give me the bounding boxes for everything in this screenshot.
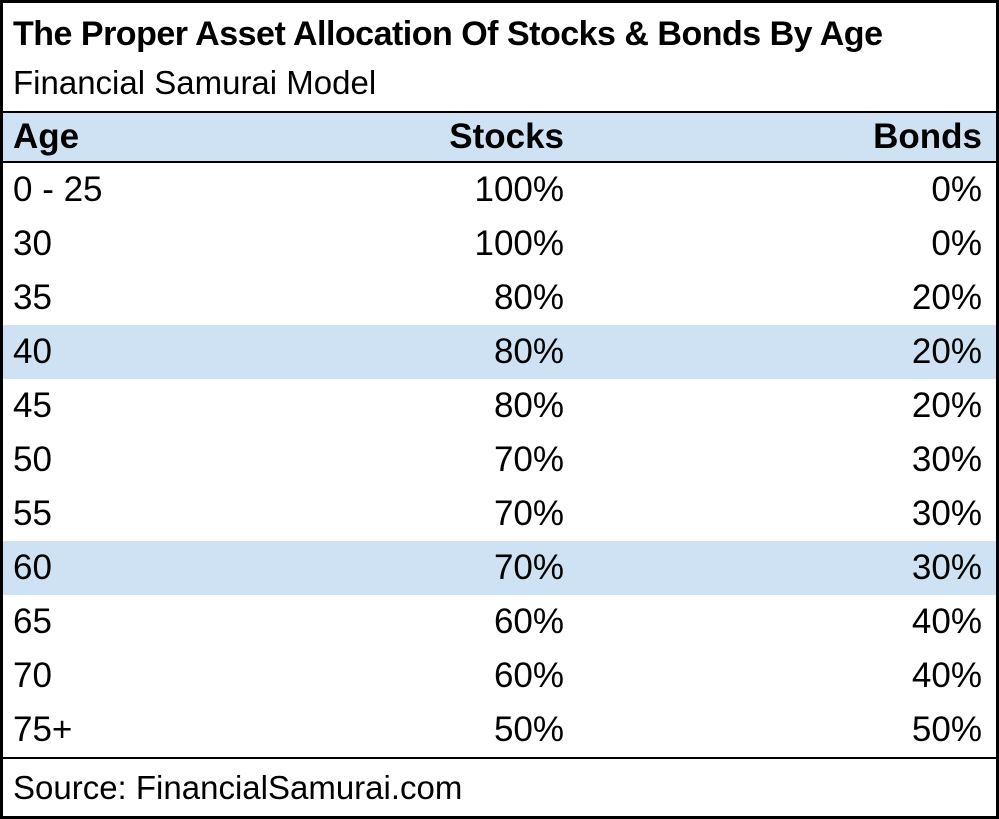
column-header-bonds: Bonds	[873, 117, 982, 156]
table-row: 75+ 50% 50%	[3, 703, 996, 757]
age-cell: 30	[13, 224, 52, 263]
bonds-cell: 40%	[911, 602, 982, 641]
table-row: 35 80% 20%	[3, 271, 996, 325]
table-row: 30 100% 0%	[3, 217, 996, 271]
bonds-cell: 0%	[931, 224, 982, 263]
stocks-cell: 80%	[493, 278, 565, 317]
source-note: Source: FinancialSamurai.com	[3, 757, 996, 816]
table-row: 70 60% 40%	[3, 649, 996, 703]
stocks-cell: 100%	[474, 224, 565, 263]
stocks-cell: 80%	[493, 332, 565, 371]
subtitle: Financial Samurai Model	[13, 64, 377, 101]
stocks-cell: 60%	[493, 656, 565, 695]
bonds-cell: 50%	[911, 710, 982, 749]
bonds-cell: 30%	[911, 494, 982, 533]
age-cell: 45	[13, 386, 52, 425]
age-cell: 40	[13, 332, 52, 371]
age-cell: 70	[13, 656, 52, 695]
table-body: 0 - 25 100% 0% 30 100% 0% 35 80% 20% 40 …	[3, 163, 996, 757]
stocks-cell: 50%	[493, 710, 565, 749]
title-block: The Proper Asset Allocation Of Stocks & …	[3, 3, 996, 111]
bonds-cell: 20%	[911, 386, 982, 425]
stocks-cell: 70%	[493, 440, 565, 479]
table-header-row: Age Stocks Bonds	[3, 111, 996, 163]
age-cell: 35	[13, 278, 52, 317]
bonds-cell: 30%	[911, 548, 982, 587]
age-cell: 50	[13, 440, 52, 479]
table-row: 0 - 25 100% 0%	[3, 163, 996, 217]
table-row: 50 70% 30%	[3, 433, 996, 487]
bonds-cell: 40%	[911, 656, 982, 695]
age-cell: 0 - 25	[13, 170, 103, 209]
bonds-cell: 20%	[911, 278, 982, 317]
bonds-cell: 20%	[911, 332, 982, 371]
stocks-cell: 100%	[474, 170, 565, 209]
stocks-cell: 70%	[493, 494, 565, 533]
table-row: 55 70% 30%	[3, 487, 996, 541]
stocks-cell: 60%	[493, 602, 565, 641]
column-header-age: Age	[13, 117, 80, 156]
bonds-cell: 0%	[931, 170, 982, 209]
age-cell: 60	[13, 548, 52, 587]
stocks-cell: 70%	[493, 548, 565, 587]
age-cell: 75+	[13, 710, 73, 749]
age-cell: 55	[13, 494, 52, 533]
stocks-cell: 80%	[493, 386, 565, 425]
table-row: 60 70% 30%	[3, 541, 996, 595]
page-title: The Proper Asset Allocation Of Stocks & …	[13, 15, 883, 53]
bonds-cell: 30%	[911, 440, 982, 479]
table-row: 45 80% 20%	[3, 379, 996, 433]
age-cell: 65	[13, 602, 52, 641]
column-header-stocks: Stocks	[449, 117, 565, 156]
table-row: 65 60% 40%	[3, 595, 996, 649]
table-row: 40 80% 20%	[3, 325, 996, 379]
